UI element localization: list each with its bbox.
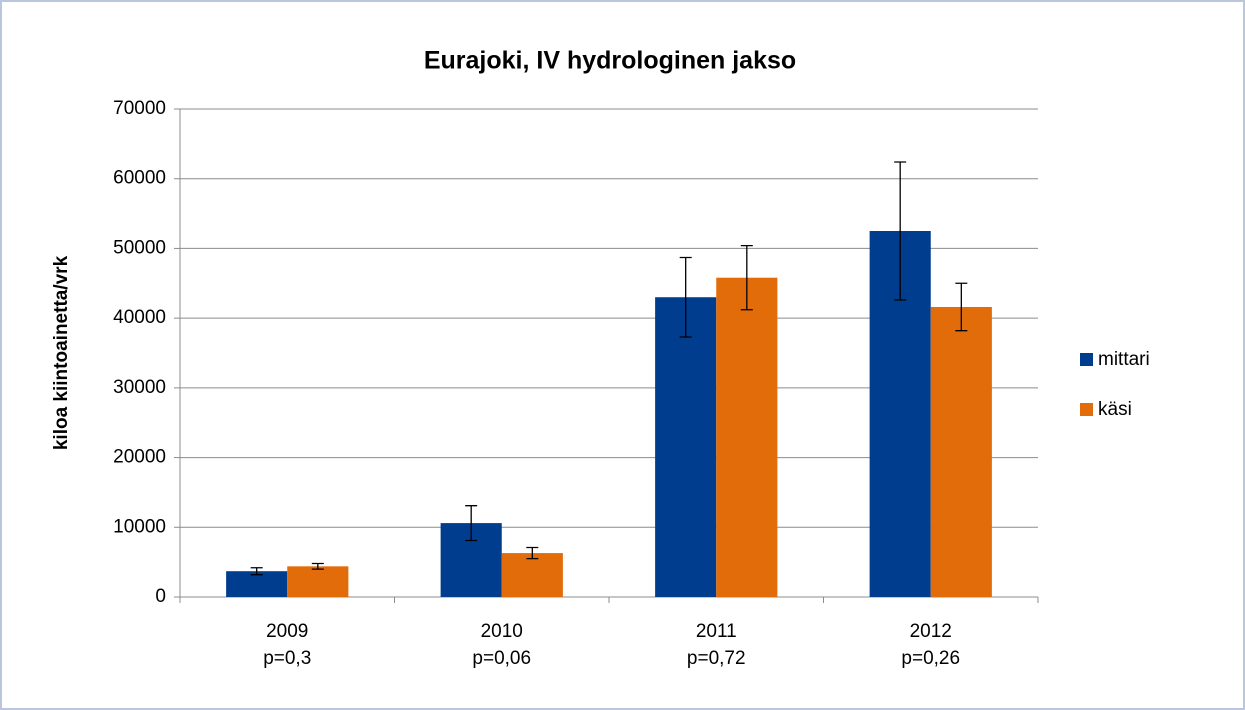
x-tick-label: p=0,26 <box>901 648 960 669</box>
bar <box>655 297 717 597</box>
x-tick-label: p=0,06 <box>472 648 531 669</box>
x-tick-label: 2011 <box>696 621 737 642</box>
bar <box>226 571 288 597</box>
error-bar <box>311 562 324 570</box>
y-axis-title: kiloa kiintoainetta/vrk <box>51 255 72 450</box>
y-tick-label: 60000 <box>113 168 166 189</box>
error-bar <box>955 282 968 332</box>
y-tick-label: 0 <box>155 586 166 607</box>
y-tick-label: 70000 <box>113 98 166 119</box>
legend-swatch <box>1080 353 1093 366</box>
error-bar <box>465 505 478 542</box>
x-tick-label: p=0,72 <box>687 648 746 669</box>
error-bar <box>679 256 692 338</box>
bar <box>501 553 563 597</box>
legend-label: käsi <box>1098 399 1132 420</box>
error-bar <box>250 567 263 576</box>
bar <box>930 306 992 597</box>
y-tick-label: 50000 <box>113 237 166 258</box>
error-bar <box>740 244 753 311</box>
bar <box>716 277 778 597</box>
error-bar <box>526 546 539 560</box>
y-tick-label: 40000 <box>113 307 166 328</box>
y-tick-label: 30000 <box>113 377 166 398</box>
y-tick-label: 20000 <box>113 447 166 468</box>
x-tick-label: 2010 <box>481 621 523 642</box>
x-tick-label: 2012 <box>910 621 952 642</box>
legend-swatch <box>1080 403 1093 416</box>
bar <box>287 566 349 597</box>
legend-label: mittari <box>1098 349 1150 370</box>
chart-title: Eurajoki, IV hydrologinen jakso <box>424 47 796 75</box>
x-tick-label: p=0,3 <box>263 648 311 669</box>
error-bar <box>894 161 907 301</box>
y-tick-label: 10000 <box>113 516 166 537</box>
x-tick-label: 2009 <box>266 621 308 642</box>
